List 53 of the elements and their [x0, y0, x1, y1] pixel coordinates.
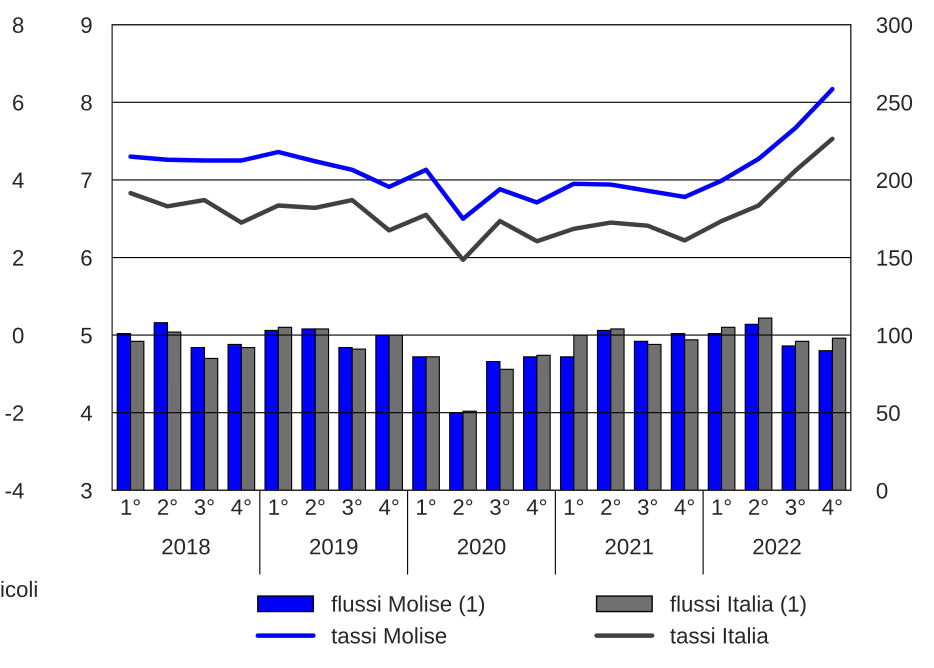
- y-tick-label: 6: [81, 250, 92, 266]
- x-tick-label: 2°: [454, 499, 472, 515]
- x-tick-label: 3°: [638, 499, 657, 515]
- text: icoli: [1, 580, 37, 598]
- x-tick-label: 3°: [490, 499, 510, 515]
- x-tick-label: 1°: [712, 499, 731, 515]
- y2-tick-label: 150: [878, 250, 912, 266]
- y2-tick-label: 100: [878, 328, 912, 344]
- x-tick-label: 3°: [786, 499, 805, 515]
- text: 2020: [458, 538, 506, 554]
- y2-tick-label: 50: [876, 405, 900, 421]
- line-series: [128, 86, 835, 221]
- x-tick-label: 1°: [269, 499, 288, 515]
- legend-label: tassi Italia: [670, 627, 769, 644]
- y3-tick-label: 2: [13, 250, 24, 266]
- y3-tick-label: -4: [6, 483, 24, 498]
- y2-tick-label: 200: [876, 172, 912, 188]
- y-tick-label: 7: [81, 172, 92, 188]
- line-series: [128, 136, 835, 262]
- x-tick-label: 4°: [231, 499, 251, 515]
- x-tick-label: 1°: [564, 499, 584, 515]
- y-tick-label: 3: [81, 482, 92, 499]
- legend-label: tassi Molise: [331, 627, 446, 644]
- y2-tick-label: 250: [876, 94, 912, 111]
- y3-tick-label: 8: [12, 17, 24, 33]
- x-tick-label: 2°: [158, 499, 177, 515]
- y2-tick-label: 300: [876, 17, 912, 33]
- y3-tick-label: 6: [13, 94, 24, 111]
- x-tick-label: 2°: [749, 499, 768, 515]
- x-tick-label: 3°: [342, 499, 362, 515]
- x-tick-label: 4°: [526, 499, 546, 515]
- y-tick-label: 8: [81, 94, 92, 111]
- x-tick-label: 2°: [306, 499, 325, 515]
- x-tick-label: 4°: [379, 499, 398, 515]
- x-tick-label: 1°: [122, 499, 140, 515]
- y2-tick-label: 0: [876, 482, 888, 499]
- y-tick-label: 9: [81, 17, 92, 33]
- x-tick-label: 3°: [194, 499, 214, 515]
- y3-tick-label: 4: [12, 172, 24, 188]
- legend-label: flussi Molise (1): [331, 595, 484, 616]
- legend-label: flussi Italia (1): [670, 595, 806, 616]
- x-tick-label: 4°: [674, 499, 694, 515]
- y-tick-label: 4: [80, 405, 92, 421]
- y3-tick-label: -2: [6, 405, 24, 421]
- x-tick-label: 2°: [601, 499, 620, 515]
- text: 2018: [162, 538, 210, 554]
- text: 2019: [310, 538, 358, 554]
- y3-tick-label: 0: [12, 328, 24, 344]
- text: 2022: [753, 538, 801, 554]
- x-tick-label: 1°: [417, 499, 436, 515]
- y-tick-label: 5: [81, 328, 92, 344]
- text: 2021: [606, 538, 653, 554]
- x-tick-label: 4°: [822, 499, 842, 515]
